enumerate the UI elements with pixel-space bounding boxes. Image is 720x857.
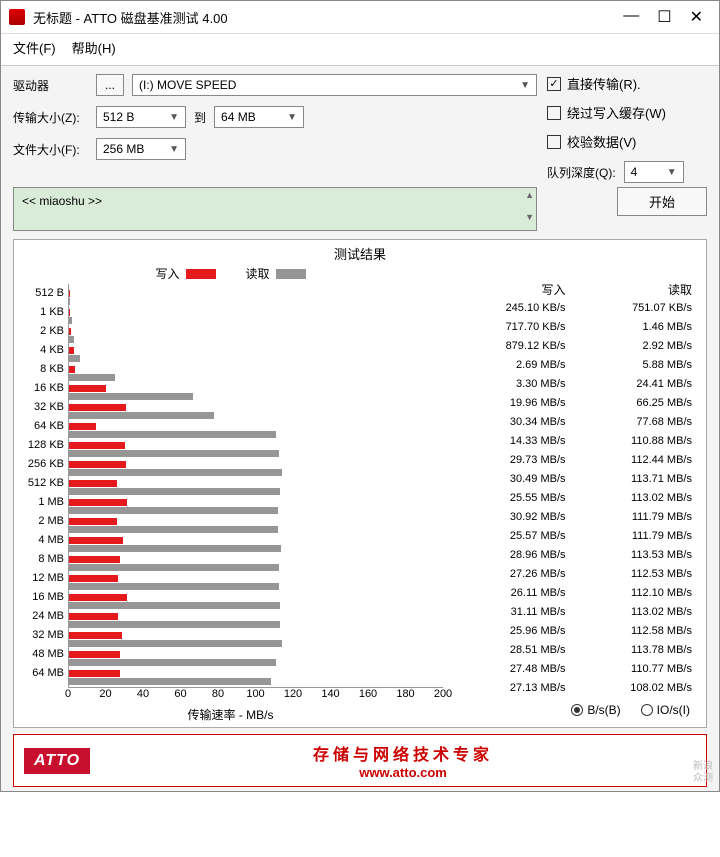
results-panel: 测试结果 写入 读取 512 B1 KB2 KB4 KB8 KB16 KB32 … — [13, 239, 707, 728]
watermark: 新浪众测 — [693, 761, 713, 785]
file-size-select[interactable]: 256 MB▼ — [96, 138, 186, 160]
data-row: 3.30 MB/s24.41 MB/s — [449, 374, 702, 393]
chevron-down-icon: ▼ — [667, 167, 677, 178]
footer-url[interactable]: www.atto.com — [110, 765, 696, 780]
read-column-header: 读取 — [576, 281, 703, 298]
read-swatch — [276, 269, 306, 279]
app-icon — [9, 9, 25, 25]
data-row: 27.13 MB/s108.02 MB/s — [449, 678, 702, 697]
verify-checkbox[interactable] — [547, 135, 561, 149]
results-title: 测试结果 — [18, 244, 702, 263]
drive-label: 驱动器 — [13, 77, 88, 94]
chevron-down-icon: ▼ — [169, 144, 179, 155]
titlebar: 无标题 - ATTO 磁盘基准测试 4.00 — ☐ ✕ — [1, 1, 719, 34]
data-row: 2.69 MB/s5.88 MB/s — [449, 355, 702, 374]
data-row: 28.51 MB/s113.78 MB/s — [449, 640, 702, 659]
chevron-down-icon: ▼ — [520, 80, 530, 91]
menu-file[interactable]: 文件(F) — [13, 38, 56, 57]
drive-select[interactable]: (I:) MOVE SPEED▼ — [132, 74, 537, 96]
data-row: 30.92 MB/s111.79 MB/s — [449, 507, 702, 526]
bypass-checkbox[interactable] — [547, 106, 561, 120]
atto-logo: ATTO — [24, 748, 90, 774]
maximize-button[interactable]: ☐ — [657, 7, 671, 27]
radio-ios[interactable] — [641, 704, 653, 716]
to-label: 到 — [194, 109, 206, 126]
footer-tagline: 存储与网络技术专家 — [110, 741, 696, 765]
data-row: 28.96 MB/s113.53 MB/s — [449, 545, 702, 564]
data-row: 14.33 MB/s110.88 MB/s — [449, 431, 702, 450]
data-row: 29.73 MB/s112.44 MB/s — [449, 450, 702, 469]
write-column-header: 写入 — [449, 281, 576, 298]
scroll-up-icon[interactable]: ▲ — [525, 190, 534, 200]
transfer-from-select[interactable]: 512 B▼ — [96, 106, 186, 128]
menu-help[interactable]: 帮助(H) — [72, 38, 116, 57]
data-row: 27.48 MB/s110.77 MB/s — [449, 659, 702, 678]
data-table: 245.10 KB/s751.07 KB/s717.70 KB/s1.46 MB… — [449, 298, 702, 697]
browse-button[interactable]: ... — [96, 74, 124, 96]
data-row: 26.11 MB/s112.10 MB/s — [449, 583, 702, 602]
transfer-to-select[interactable]: 64 MB▼ — [214, 106, 304, 128]
data-row: 25.96 MB/s112.58 MB/s — [449, 621, 702, 640]
queue-depth-label: 队列深度(Q): — [547, 164, 616, 181]
data-row: 19.96 MB/s66.25 MB/s — [449, 393, 702, 412]
start-button[interactable]: 开始 — [617, 187, 707, 216]
bar-chart — [68, 284, 443, 688]
data-row: 30.34 MB/s77.68 MB/s — [449, 412, 702, 431]
y-axis-labels: 512 B1 KB2 KB4 KB8 KB16 KB32 KB64 KB128 … — [18, 284, 68, 688]
footer-banner: ATTO 存储与网络技术专家 www.atto.com — [13, 734, 707, 787]
direct-checkbox[interactable]: ✓ — [547, 77, 561, 91]
transfer-size-label: 传输大小(Z): — [13, 109, 88, 126]
minimize-button[interactable]: — — [623, 7, 639, 27]
file-size-label: 文件大小(F): — [13, 141, 88, 158]
data-row: 30.49 MB/s113.71 MB/s — [449, 469, 702, 488]
radio-bytes[interactable] — [571, 704, 583, 716]
x-axis: 020406080100120140160180200 — [68, 688, 443, 704]
data-row: 245.10 KB/s751.07 KB/s — [449, 298, 702, 317]
data-row: 25.57 MB/s111.79 MB/s — [449, 526, 702, 545]
data-row: 27.26 MB/s112.53 MB/s — [449, 564, 702, 583]
app-window: 无标题 - ATTO 磁盘基准测试 4.00 — ☐ ✕ 文件(F) 帮助(H)… — [0, 0, 720, 792]
x-axis-label: 传输速率 - MB/s — [18, 706, 443, 723]
close-button[interactable]: ✕ — [690, 7, 703, 27]
chevron-down-icon: ▼ — [287, 112, 297, 123]
chevron-down-icon: ▼ — [169, 112, 179, 123]
data-row: 31.11 MB/s113.02 MB/s — [449, 602, 702, 621]
write-swatch — [186, 269, 216, 279]
queue-depth-select[interactable]: 4▼ — [624, 161, 684, 183]
data-row: 717.70 KB/s1.46 MB/s — [449, 317, 702, 336]
data-row: 879.12 KB/s2.92 MB/s — [449, 336, 702, 355]
window-title: 无标题 - ATTO 磁盘基准测试 4.00 — [33, 8, 623, 27]
data-row: 25.55 MB/s113.02 MB/s — [449, 488, 702, 507]
menubar: 文件(F) 帮助(H) — [1, 34, 719, 65]
scroll-down-icon[interactable]: ▼ — [525, 212, 534, 222]
description-textarea[interactable]: << miaoshu >> ▲▼ — [13, 187, 537, 231]
